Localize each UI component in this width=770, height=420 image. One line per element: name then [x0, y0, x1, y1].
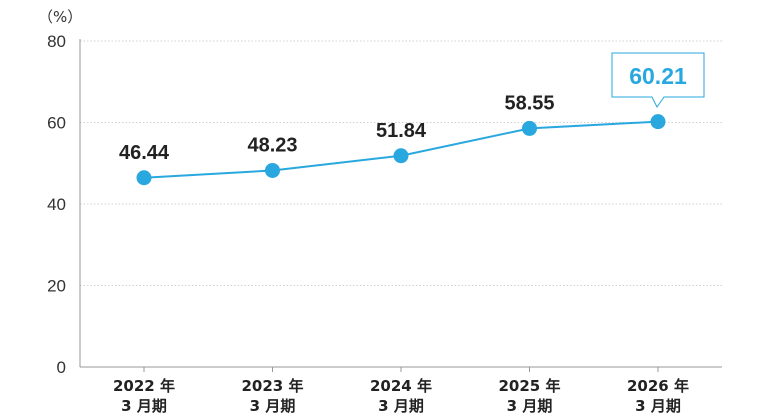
y-tick-labels: 0 20 40 60 80 [47, 32, 66, 377]
x-tick-label: 2026 年 [627, 377, 689, 395]
series [136, 114, 666, 186]
data-point [650, 114, 666, 130]
data-label-highlight: 60.21 [629, 63, 687, 89]
data-label: 48.23 [247, 134, 297, 156]
x-tick-label: 2025 年 [499, 377, 561, 395]
x-tick-label: 3 月期 [121, 397, 167, 415]
data-labels: 46.44 48.23 51.84 58.55 60.21 [119, 52, 705, 164]
x-tick-label: 2024 年 [370, 377, 432, 395]
data-label: 51.84 [376, 120, 427, 142]
x-tick-label: 3 月期 [250, 397, 296, 415]
y-tick-label: 20 [47, 277, 66, 296]
data-point [136, 170, 152, 186]
x-tick-label: 3 月期 [507, 397, 553, 415]
y-tick-label: 80 [47, 32, 66, 51]
data-point [265, 162, 280, 178]
y-tick-label: 40 [47, 195, 66, 214]
y-tick-label: 0 [57, 358, 66, 377]
highlight-callout [611, 52, 705, 108]
x-tick-label: 3 月期 [635, 397, 681, 415]
data-label: 46.44 [119, 142, 170, 164]
x-tick-label: 2022 年 [113, 377, 175, 395]
x-tick-label: 3 月期 [378, 397, 424, 415]
data-point [393, 148, 409, 164]
data-point [522, 120, 537, 136]
x-tick-labels: 2022 年 3 月期 2023 年 3 月期 2024 年 3 月期 2025 年 3 月期… [113, 377, 689, 415]
axes [79, 39, 722, 372]
y-unit-label: （%） [38, 8, 82, 26]
y-tick-label: 60 [47, 114, 66, 133]
data-label: 58.55 [504, 92, 554, 114]
x-tick-label: 2023 年 [242, 377, 304, 395]
